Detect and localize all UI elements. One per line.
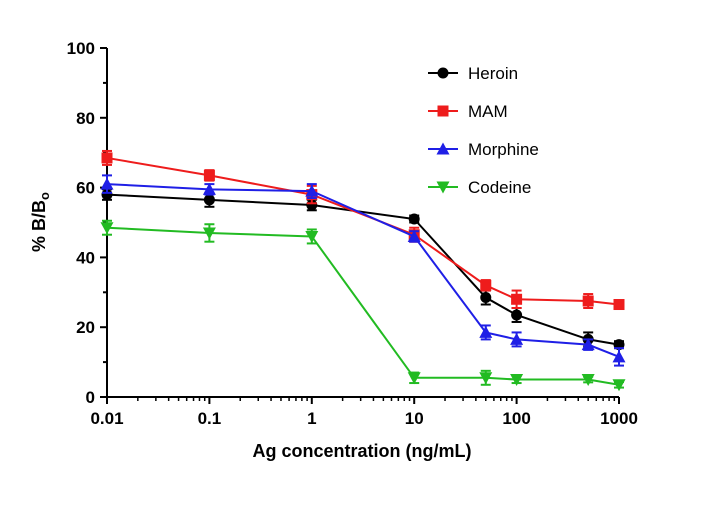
series-layer — [100, 149, 626, 392]
series-line-mam — [106, 156, 620, 306]
data-point-morphine — [202, 182, 216, 195]
series-morphine — [100, 174, 626, 367]
x-tick-label: 0.01 — [90, 409, 123, 428]
y-tick-label: 60 — [76, 179, 95, 198]
data-point-codeine — [510, 374, 524, 387]
data-point-heroin — [101, 189, 113, 201]
series-line-morphine — [106, 183, 620, 358]
y-tick-label: 20 — [76, 318, 95, 337]
data-point-morphine — [612, 350, 626, 363]
data-point-mam — [101, 152, 113, 164]
y-tick-label: 80 — [76, 109, 95, 128]
legend-marker-codeine — [436, 181, 450, 194]
y-axis-title-main: % B/B — [29, 200, 49, 252]
x-tick-label: 0.1 — [198, 409, 222, 428]
series-line-heroin — [106, 193, 620, 346]
legend-item-morphine: Morphine — [428, 140, 539, 159]
data-point-morphine — [510, 332, 524, 345]
data-point-heroin — [203, 194, 215, 206]
data-point-mam — [511, 293, 523, 305]
data-point-codeine — [202, 227, 216, 240]
data-point-heroin — [306, 199, 318, 211]
data-point-heroin — [480, 292, 492, 304]
data-point-codeine — [305, 230, 319, 243]
y-tick-label: 0 — [86, 388, 95, 407]
x-axis-title: Ag concentration (ng/mL) — [253, 441, 472, 461]
x-ticks: 0.01 0.1 1 10 100 1000 — [90, 397, 638, 428]
data-point-codeine — [581, 374, 595, 387]
data-point-morphine — [100, 177, 114, 190]
data-point-morphine — [407, 229, 421, 242]
legend-item-mam: MAM — [428, 102, 508, 121]
legend-item-heroin: Heroin — [428, 64, 518, 83]
data-point-codeine — [407, 372, 421, 385]
y-ticks: 0 20 40 60 80 100 — [67, 39, 107, 407]
legend-label-heroin: Heroin — [468, 64, 518, 83]
data-point-codeine — [479, 372, 493, 385]
y-axis-title-subscript: o — [37, 192, 52, 200]
legend: Heroin MAM Morphine Codeine — [428, 64, 539, 197]
x-tick-label: 10 — [405, 409, 424, 428]
legend-marker-mam — [437, 105, 449, 117]
y-axis-title: % B/Bo — [29, 192, 52, 252]
data-point-codeine — [612, 379, 626, 392]
series-line-codeine — [106, 226, 620, 386]
x-tick-label: 1 — [307, 409, 316, 428]
data-point-morphine — [305, 184, 319, 197]
data-point-morphine — [479, 325, 493, 338]
axes — [106, 48, 619, 398]
data-point-mam — [613, 299, 625, 311]
data-point-morphine — [581, 338, 595, 351]
x-tick-label: 1000 — [600, 409, 638, 428]
data-point-heroin — [511, 309, 523, 321]
data-point-heroin — [408, 213, 420, 225]
data-point-codeine — [100, 222, 114, 235]
legend-item-codeine: Codeine — [428, 178, 531, 197]
legend-label-codeine: Codeine — [468, 178, 531, 197]
legend-label-mam: MAM — [468, 102, 508, 121]
legend-marker-morphine — [436, 142, 450, 155]
legend-label-morphine: Morphine — [468, 140, 539, 159]
y-tick-label: 40 — [76, 248, 95, 267]
data-point-mam — [203, 169, 215, 181]
y-tick-label: 100 — [67, 39, 95, 58]
legend-marker-heroin — [437, 67, 449, 79]
x-tick-label: 100 — [502, 409, 530, 428]
data-point-mam — [582, 295, 594, 307]
data-point-mam — [480, 279, 492, 291]
series-codeine — [100, 219, 626, 392]
